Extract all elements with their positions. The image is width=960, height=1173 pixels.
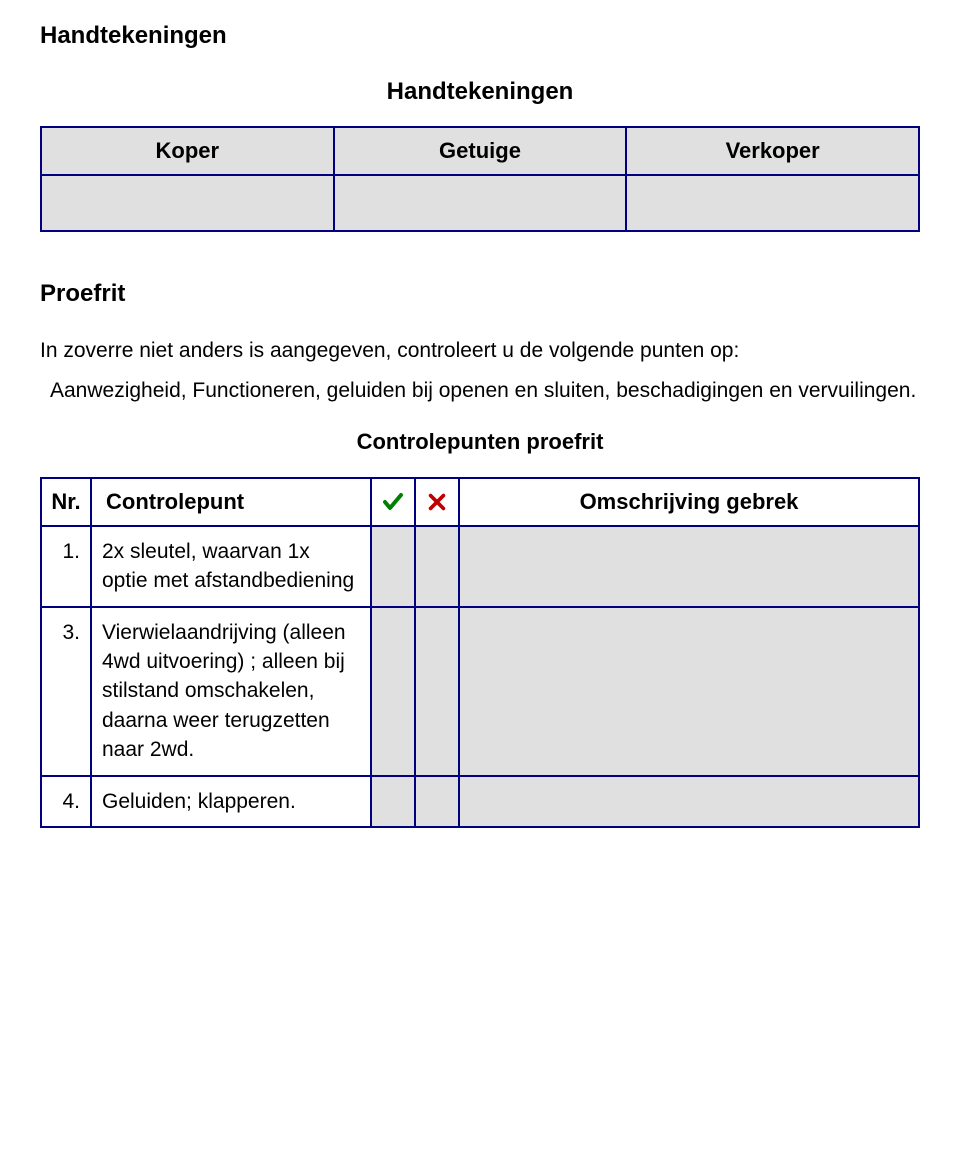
sig-header-koper: Koper [41, 127, 334, 175]
row-check-cell [371, 526, 415, 607]
intro-text: In zoverre niet anders is aangegeven, co… [40, 336, 920, 366]
row-defect-cell [459, 607, 919, 776]
x-icon [426, 491, 448, 513]
checklist-title: Controlepunten proefrit [40, 429, 920, 455]
sig-cell-verkoper [626, 175, 919, 231]
table-row: 1. 2x sleutel, waarvan 1x optie met afst… [41, 526, 919, 607]
row-x-cell [415, 526, 459, 607]
signatures-table: Koper Getuige Verkoper [40, 126, 920, 232]
sig-cell-getuige [334, 175, 627, 231]
col-header-x-icon [415, 478, 459, 526]
table-row: 4. Geluiden; klapperen. [41, 776, 919, 827]
row-point: Vierwielaandrijving (alleen 4wd uitvoeri… [91, 607, 371, 776]
sig-header-verkoper: Verkoper [626, 127, 919, 175]
col-header-defect: Omschrijving gebrek [459, 478, 919, 526]
row-defect-cell [459, 776, 919, 827]
row-nr: 4. [41, 776, 91, 827]
row-x-cell [415, 776, 459, 827]
row-check-cell [371, 607, 415, 776]
signatures-subtitle: Handtekeningen [40, 78, 920, 106]
sig-cell-koper [41, 175, 334, 231]
checklist-table: Nr. Controlepunt Omschrijving gebrek 1. … [40, 477, 920, 828]
col-header-check-icon [371, 478, 415, 526]
row-x-cell [415, 607, 459, 776]
col-header-nr: Nr. [41, 478, 91, 526]
row-point: Geluiden; klapperen. [91, 776, 371, 827]
sub-intro-text: Aanwezigheid, Functioneren, geluiden bij… [40, 376, 920, 406]
row-defect-cell [459, 526, 919, 607]
row-nr: 3. [41, 607, 91, 776]
section-proefrit-title: Proefrit [40, 280, 920, 308]
check-icon [381, 490, 405, 514]
table-row: 3. Vierwielaandrijving (alleen 4wd uitvo… [41, 607, 919, 776]
sig-header-getuige: Getuige [334, 127, 627, 175]
row-check-cell [371, 776, 415, 827]
col-header-point: Controlepunt [91, 478, 371, 526]
page-title: Handtekeningen [40, 22, 920, 50]
row-nr: 1. [41, 526, 91, 607]
row-point: 2x sleutel, waarvan 1x optie met afstand… [91, 526, 371, 607]
